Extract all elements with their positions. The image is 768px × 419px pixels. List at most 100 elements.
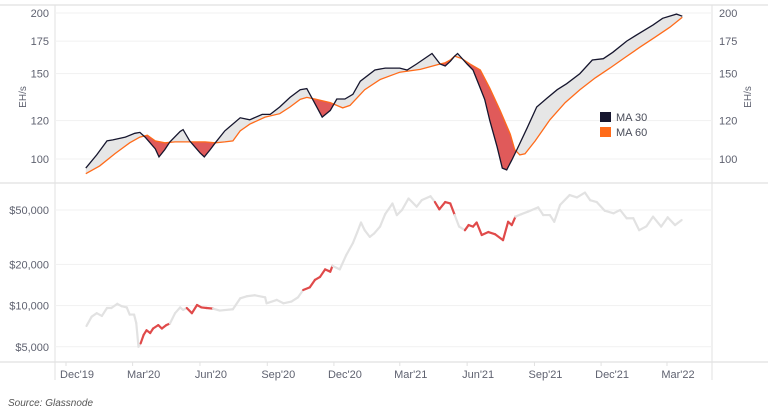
price-segment-highlight [308,278,316,289]
price-segment [395,208,404,217]
ribbon-fill-below [312,98,334,118]
price-segment [290,296,300,303]
line-ma60 [85,16,683,175]
x-tick-label: Jun'20 [195,369,227,381]
x-tick-label: Dec'21 [595,369,629,381]
price-segment [110,302,119,310]
gridlines [55,12,712,366]
price-segment [553,203,562,223]
legend-swatch-ma60 [600,127,611,137]
legend-swatch-ma30 [600,112,611,122]
price-segment [603,209,615,215]
ribbon-fill-above [169,129,191,143]
price-segment [632,217,641,232]
price-segment [168,312,177,325]
price-segment [212,307,221,312]
price-segment [583,191,592,202]
price-segment [526,206,540,213]
price-segment [457,225,467,232]
price-segment [520,210,529,216]
ribbon-fill-below [190,141,216,157]
price-segment [356,221,363,234]
y-tick-label-left: 120 [31,116,49,128]
price-segment [125,306,131,316]
y-tick-label-left: 150 [31,69,49,81]
price-segment-highlight [190,303,199,315]
price-segment-highlight [475,221,483,237]
price-segment [275,298,285,305]
price-segment [384,202,394,216]
price-segment [568,193,579,199]
price-segment [415,199,423,208]
y-tick-label-right: 175 [719,36,737,48]
price-segment-highlight [510,215,517,227]
price-segment-highlight [487,230,497,236]
price-segment [282,300,293,305]
price-segment [345,241,355,256]
price-segment [660,216,669,228]
x-tick-label: Sep'21 [529,369,563,381]
price-segment [135,322,140,348]
price-segment [296,288,305,299]
y-tick-label-left: 100 [31,154,49,166]
price-segment-highlight [302,286,311,292]
price-segment-highlight [433,200,441,211]
price-segment [173,306,182,315]
legend-label-ma60: MA 60 [616,127,647,139]
y-tick-label-left: 200 [31,8,49,20]
price-segment [391,202,398,217]
price-segment [619,208,628,220]
price-segment-highlight [501,220,510,242]
price-segment [400,197,410,212]
price-segment [595,200,606,212]
ribbon-fills [85,14,683,174]
price-segment [218,308,234,312]
price-segment [331,264,341,271]
price-segment-highlight [205,306,215,310]
legend-label-ma30: MA 30 [616,112,647,124]
y-axis-label-right: EH/s [743,86,754,108]
ribbon-fill-above [333,53,441,108]
y-tick-label-right: 150 [719,69,737,81]
y-tick-label-left: 175 [31,36,49,48]
y-tick-label-right: 200 [719,8,737,20]
y-axis-label-left: EH/s [18,86,29,108]
price-segment-highlight [318,268,327,279]
x-tick-label: Mar'20 [127,369,160,381]
price-segment [265,298,278,305]
price-segment [537,206,545,217]
price-segment [645,215,655,228]
ribbon-fill-below [463,59,517,170]
y-tick-label-right: 100 [719,154,737,166]
price-segment [253,294,267,299]
x-tick-label: Mar'22 [661,369,694,381]
price-segment [638,225,648,232]
price-segment [132,313,138,325]
price-segment [612,208,622,215]
source-note: Source: Glassnode [8,398,94,409]
price-segment [558,193,571,206]
y-tick-label-right: 120 [719,116,737,128]
y-tick-label-price: $50,000 [9,205,49,217]
price-segment [359,221,366,232]
price-segment [239,295,248,300]
ribbon-fill-below [144,135,170,157]
x-tick-label: Mar'21 [394,369,427,381]
chart-frame [0,4,768,380]
price-segment [589,199,598,204]
line-ma30 [85,13,683,171]
price-segment [231,297,242,311]
price-segment [666,216,677,227]
y-tick-label-price: $10,000 [9,301,49,313]
price-segment [245,294,256,298]
price-segment-highlight [438,200,447,211]
x-tick-label: Dec'20 [328,369,362,381]
price-segment [378,213,387,228]
price-segment [673,218,683,227]
price-segment [429,195,437,204]
price-segment [338,253,348,271]
price-segment [100,306,109,318]
price-segment [453,213,461,228]
price-segment-highlight [480,230,490,237]
